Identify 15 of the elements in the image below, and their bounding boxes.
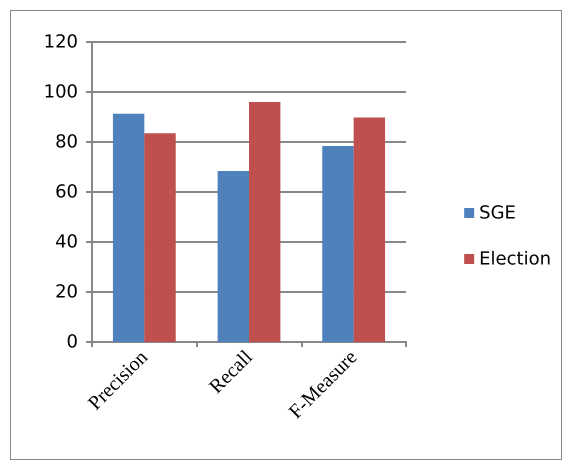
y-tick-label: 20 [55,282,78,302]
y-tick-label: 80 [55,132,78,152]
bar [112,114,144,342]
bar [144,133,176,342]
bar [249,102,280,342]
legend-label: Election [479,248,552,270]
y-tick-label: 40 [55,232,78,252]
bar [218,171,249,342]
y-tick-label: 60 [55,182,78,202]
y-tick-label: 120 [44,32,78,52]
y-tick-label: 0 [66,332,78,352]
y-tick-label: 100 [44,82,78,102]
legend-label: SGE [479,202,516,224]
bar [322,146,354,342]
bar [354,118,386,342]
